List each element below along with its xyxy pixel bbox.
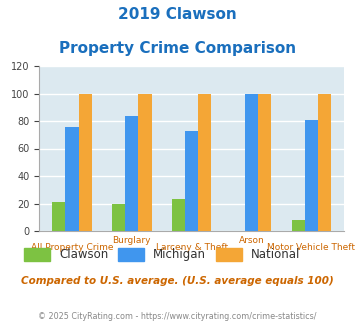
Bar	[305, 120, 318, 231]
Bar	[172, 199, 185, 231]
Text: Property Crime Comparison: Property Crime Comparison	[59, 41, 296, 56]
Bar	[292, 220, 305, 231]
Bar	[78, 93, 92, 231]
Bar	[258, 93, 271, 231]
Bar	[138, 93, 152, 231]
Bar	[52, 202, 65, 231]
Text: Motor Vehicle Theft: Motor Vehicle Theft	[267, 243, 355, 251]
Text: 2019 Clawson: 2019 Clawson	[118, 7, 237, 21]
Bar	[185, 131, 198, 231]
Legend: Clawson, Michigan, National: Clawson, Michigan, National	[24, 248, 300, 261]
Bar	[318, 93, 331, 231]
Text: © 2025 CityRating.com - https://www.cityrating.com/crime-statistics/: © 2025 CityRating.com - https://www.city…	[38, 312, 317, 321]
Text: Arson: Arson	[239, 236, 264, 245]
Bar	[125, 115, 138, 231]
Bar	[245, 93, 258, 231]
Text: Larceny & Theft: Larceny & Theft	[155, 243, 228, 251]
Bar	[198, 93, 212, 231]
Text: All Property Crime: All Property Crime	[31, 243, 113, 251]
Text: Compared to U.S. average. (U.S. average equals 100): Compared to U.S. average. (U.S. average …	[21, 276, 334, 285]
Bar	[65, 126, 78, 231]
Text: Burglary: Burglary	[113, 236, 151, 245]
Bar	[112, 204, 125, 231]
